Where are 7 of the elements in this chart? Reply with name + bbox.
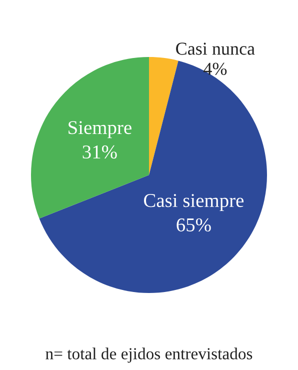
slice-label: Casi nunca bbox=[176, 42, 255, 55]
text: n= total de ejidos entrevistados bbox=[46, 348, 252, 363]
slice-label: Casi siempre bbox=[144, 194, 244, 212]
data-label: 4% bbox=[204, 62, 227, 76]
slice-label: Siempre bbox=[68, 121, 132, 138]
data-label: 31% bbox=[82, 145, 117, 159]
data-label: 65% bbox=[176, 218, 211, 232]
